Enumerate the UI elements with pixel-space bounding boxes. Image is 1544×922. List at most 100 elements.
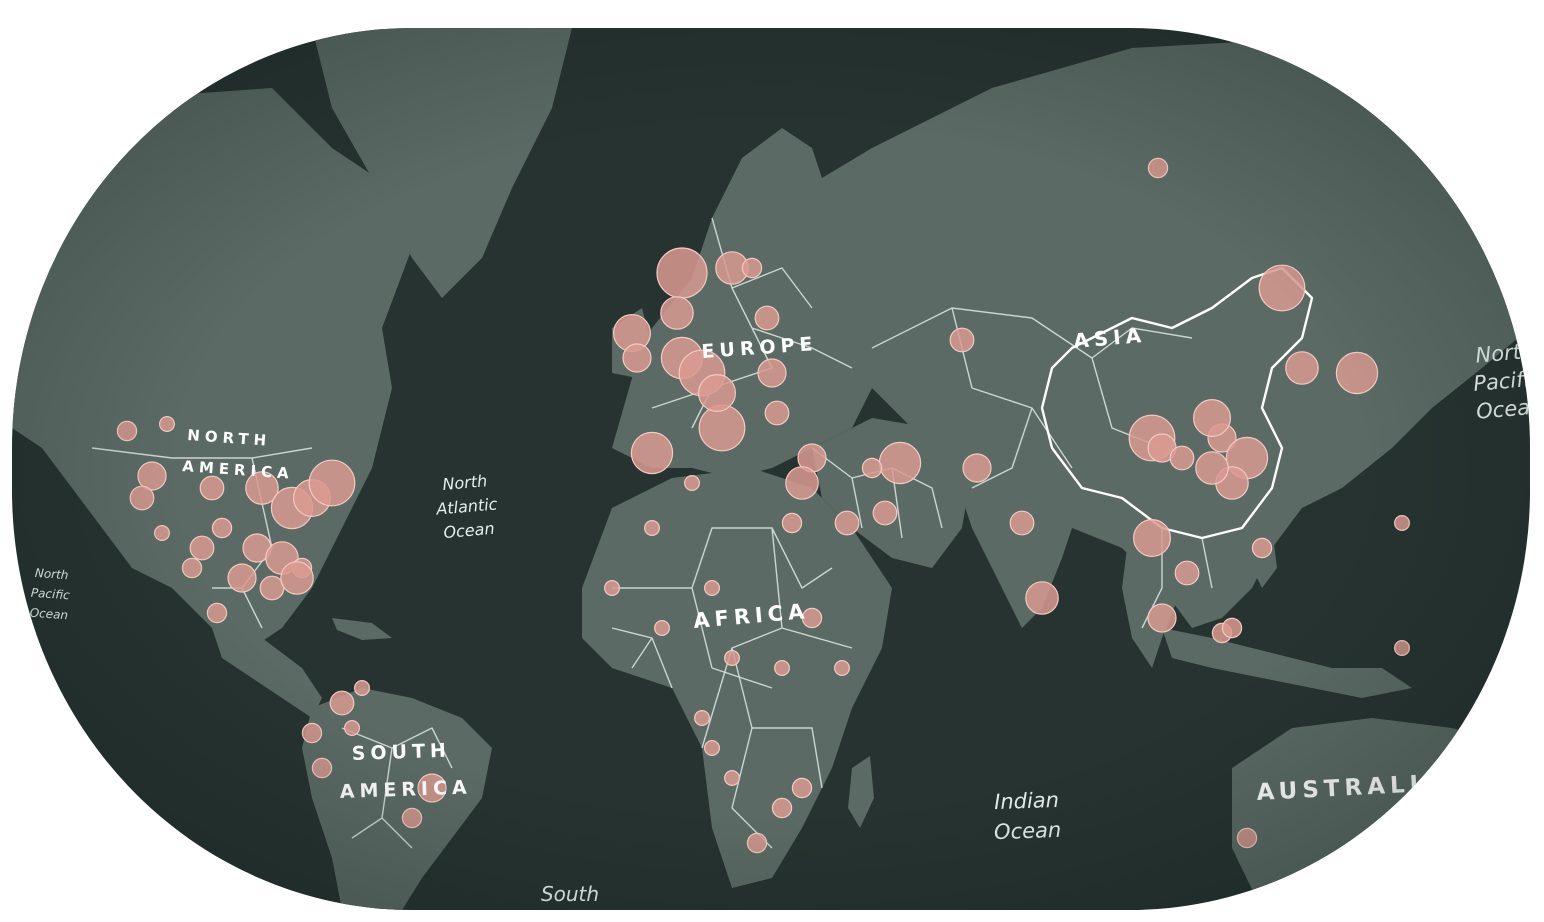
land-africa: [582, 468, 892, 888]
land-north-america: [12, 88, 412, 648]
land-india: [982, 468, 1082, 628]
case-marker-africa[interactable]: [801, 607, 823, 629]
svg-text:Ocean: Ocean: [443, 519, 496, 542]
case-marker-oceania[interactable]: [1393, 639, 1410, 656]
case-marker-north-america[interactable]: [227, 563, 257, 593]
case-marker-africa[interactable]: [703, 579, 720, 596]
svg-text:Ocean: Ocean: [994, 818, 1062, 844]
land-south-america: [302, 688, 492, 910]
land-layer: [12, 28, 1530, 910]
case-marker-middle-east[interactable]: [872, 500, 898, 526]
svg-text:North: North: [1475, 339, 1530, 368]
case-marker-north-america[interactable]: [245, 471, 279, 505]
svg-text:North: North: [442, 471, 488, 494]
case-marker-south-america[interactable]: [344, 719, 361, 736]
case-marker-north-america[interactable]: [280, 561, 314, 595]
case-marker-south-america[interactable]: [354, 679, 371, 696]
case-marker-middle-east[interactable]: [861, 457, 883, 479]
case-marker-oceania[interactable]: [1221, 617, 1243, 639]
case-marker-asia[interactable]: [1192, 399, 1231, 438]
case-marker-africa[interactable]: [703, 739, 720, 756]
case-marker-europe[interactable]: [622, 343, 652, 373]
case-marker-europe[interactable]: [656, 247, 708, 299]
case-marker-asia[interactable]: [1025, 581, 1059, 615]
case-marker-africa[interactable]: [683, 475, 700, 492]
svg-text:Pacific: Pacific: [30, 586, 70, 603]
case-marker-africa[interactable]: [723, 769, 740, 786]
case-marker-north-america[interactable]: [129, 485, 155, 511]
case-marker-africa[interactable]: [603, 579, 620, 596]
case-marker-north-america[interactable]: [189, 535, 215, 561]
case-marker-asia[interactable]: [1169, 445, 1195, 471]
label-south-america-line2: AMERICA: [339, 776, 472, 803]
case-marker-africa[interactable]: [773, 659, 790, 676]
case-marker-asia[interactable]: [1251, 537, 1273, 559]
case-marker-europe[interactable]: [660, 296, 694, 330]
case-marker-oceania[interactable]: [1236, 827, 1258, 849]
case-marker-africa[interactable]: [833, 659, 850, 676]
land-middle-east: [812, 418, 972, 568]
case-marker-south-america[interactable]: [401, 807, 423, 829]
case-marker-africa[interactable]: [791, 777, 813, 799]
land-asia: [772, 38, 1530, 628]
case-marker-north-america[interactable]: [211, 517, 233, 539]
case-marker-europe[interactable]: [764, 400, 790, 426]
case-marker-middle-east[interactable]: [785, 466, 819, 500]
case-marker-europe[interactable]: [757, 358, 787, 388]
case-marker-middle-east[interactable]: [834, 510, 860, 536]
case-marker-north-america[interactable]: [181, 557, 203, 579]
case-marker-africa[interactable]: [781, 512, 803, 534]
case-marker-north-america[interactable]: [137, 461, 167, 491]
svg-text:Atlantic: Atlantic: [435, 494, 499, 518]
case-marker-asia[interactable]: [1285, 351, 1319, 385]
case-marker-north-america[interactable]: [199, 475, 225, 501]
case-marker-asia[interactable]: [1258, 264, 1306, 312]
land-indonesia: [1162, 628, 1412, 698]
land-greenland: [312, 28, 572, 298]
case-marker-north-america[interactable]: [154, 525, 171, 542]
case-marker-south-america[interactable]: [329, 690, 355, 716]
case-marker-south-america[interactable]: [417, 773, 447, 803]
world-map[interactable]: NORTH AMERICA SOUTH AMERICA EUROPE AFRIC…: [12, 28, 1530, 910]
case-marker-africa[interactable]: [693, 709, 710, 726]
case-marker-asia[interactable]: [949, 327, 975, 353]
case-marker-south-america[interactable]: [311, 757, 333, 779]
land-australia: [1232, 718, 1530, 910]
case-marker-africa[interactable]: [723, 649, 740, 666]
case-marker-asia[interactable]: [1132, 519, 1171, 558]
ocean-label-north-pacific-right: North Pacific Ocean: [1472, 339, 1530, 424]
case-marker-europe[interactable]: [697, 374, 736, 413]
case-marker-africa[interactable]: [771, 797, 793, 819]
case-marker-asia[interactable]: [1174, 560, 1200, 586]
case-marker-europe[interactable]: [630, 431, 674, 475]
case-marker-middle-east[interactable]: [878, 441, 922, 485]
case-marker-asia[interactable]: [1147, 157, 1169, 179]
case-marker-africa[interactable]: [746, 832, 768, 854]
land-central-america: [212, 628, 322, 718]
continent-labels: NORTH AMERICA SOUTH AMERICA EUROPE AFRIC…: [182, 323, 1447, 806]
case-marker-north-america[interactable]: [308, 459, 356, 507]
case-marker-europe[interactable]: [698, 404, 746, 452]
label-north-america-line1: NORTH: [187, 426, 272, 450]
case-marker-oceania[interactable]: [1393, 515, 1410, 532]
case-marker-north-america[interactable]: [259, 575, 285, 601]
svg-text:Indian: Indian: [994, 788, 1060, 814]
ocean-labels: North Pacific Ocean North Atlantic Ocean…: [29, 339, 1530, 906]
land-caribbean: [332, 618, 392, 640]
case-marker-asia[interactable]: [1335, 351, 1379, 395]
case-marker-europe[interactable]: [754, 305, 780, 331]
svg-text:Pacific: Pacific: [1472, 366, 1530, 396]
case-marker-north-america[interactable]: [159, 416, 176, 433]
case-marker-africa[interactable]: [643, 520, 660, 537]
case-marker-asia[interactable]: [1147, 603, 1177, 633]
case-marker-middle-east[interactable]: [962, 453, 992, 483]
case-marker-south-america[interactable]: [301, 722, 323, 744]
case-marker-north-america[interactable]: [206, 602, 228, 624]
case-markers: [116, 157, 1410, 854]
case-marker-asia[interactable]: [1195, 451, 1229, 485]
svg-text:North: North: [34, 566, 68, 582]
case-marker-asia[interactable]: [1009, 510, 1035, 536]
case-marker-north-america[interactable]: [116, 420, 138, 442]
case-marker-europe[interactable]: [741, 257, 763, 279]
case-marker-africa[interactable]: [653, 619, 670, 636]
